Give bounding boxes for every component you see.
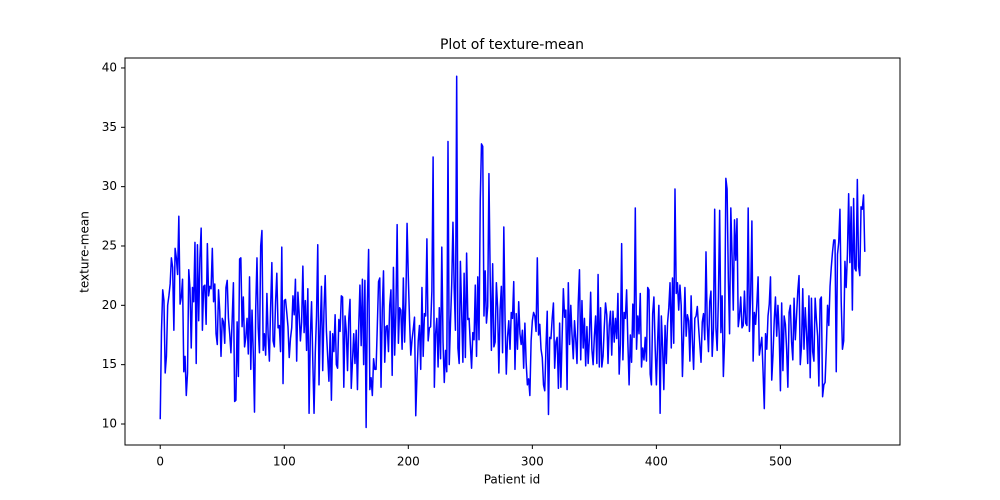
x-tick-label: 100 [273, 455, 296, 469]
plot-frame [124, 57, 901, 446]
x-axis-label: Patient id [484, 473, 541, 487]
y-tick-label: 20 [102, 298, 117, 312]
y-tick-label: 35 [102, 120, 117, 134]
x-tick-label: 0 [156, 455, 164, 469]
x-tick-label: 400 [645, 455, 668, 469]
y-tick-label: 25 [102, 238, 117, 252]
x-tick-label: 500 [769, 455, 792, 469]
y-tick-label: 40 [102, 60, 117, 74]
chart-title: Plot of texture-mean [440, 37, 584, 53]
x-tick-label: 200 [397, 455, 420, 469]
y-tick-label: 10 [102, 416, 117, 430]
y-axis-label: texture-mean [78, 211, 92, 293]
y-tick-label: 30 [102, 179, 117, 193]
x-tick-label: 300 [521, 455, 544, 469]
data-line [159, 75, 866, 429]
y-tick-label: 15 [102, 357, 117, 371]
